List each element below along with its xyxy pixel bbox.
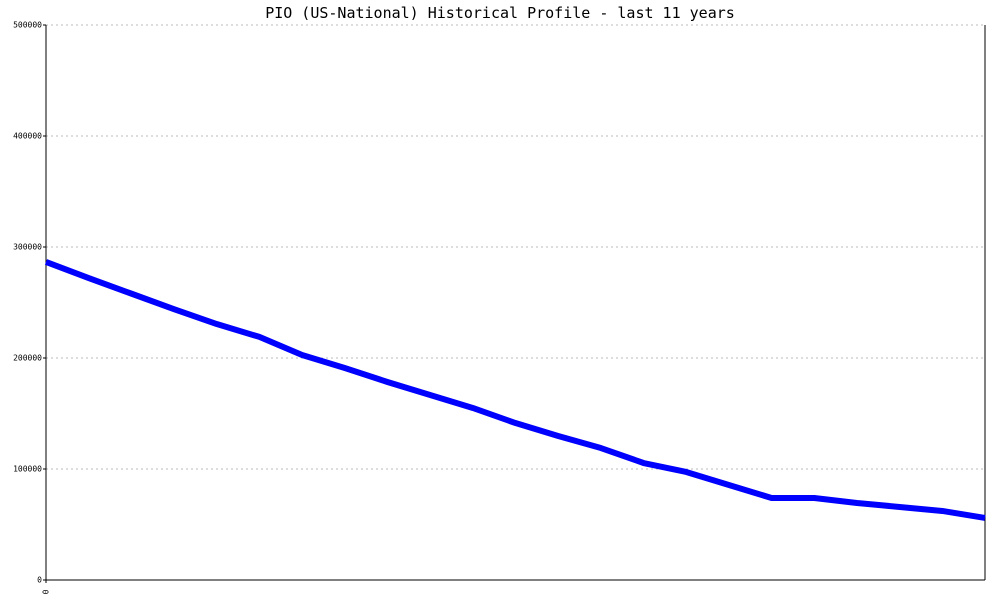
y-tick-label: 300000 [13, 243, 42, 252]
y-tick-label: 0 [37, 576, 42, 585]
x-tick-label: 0 [42, 589, 51, 594]
chart-title: PIO (US-National) Historical Profile - l… [265, 4, 735, 22]
data-line [44, 259, 986, 521]
y-tick-label: 400000 [13, 132, 42, 141]
y-tick-label: 500000 [13, 21, 42, 30]
y-tick-label: 200000 [13, 354, 42, 363]
y-tick-label: 100000 [13, 465, 42, 474]
